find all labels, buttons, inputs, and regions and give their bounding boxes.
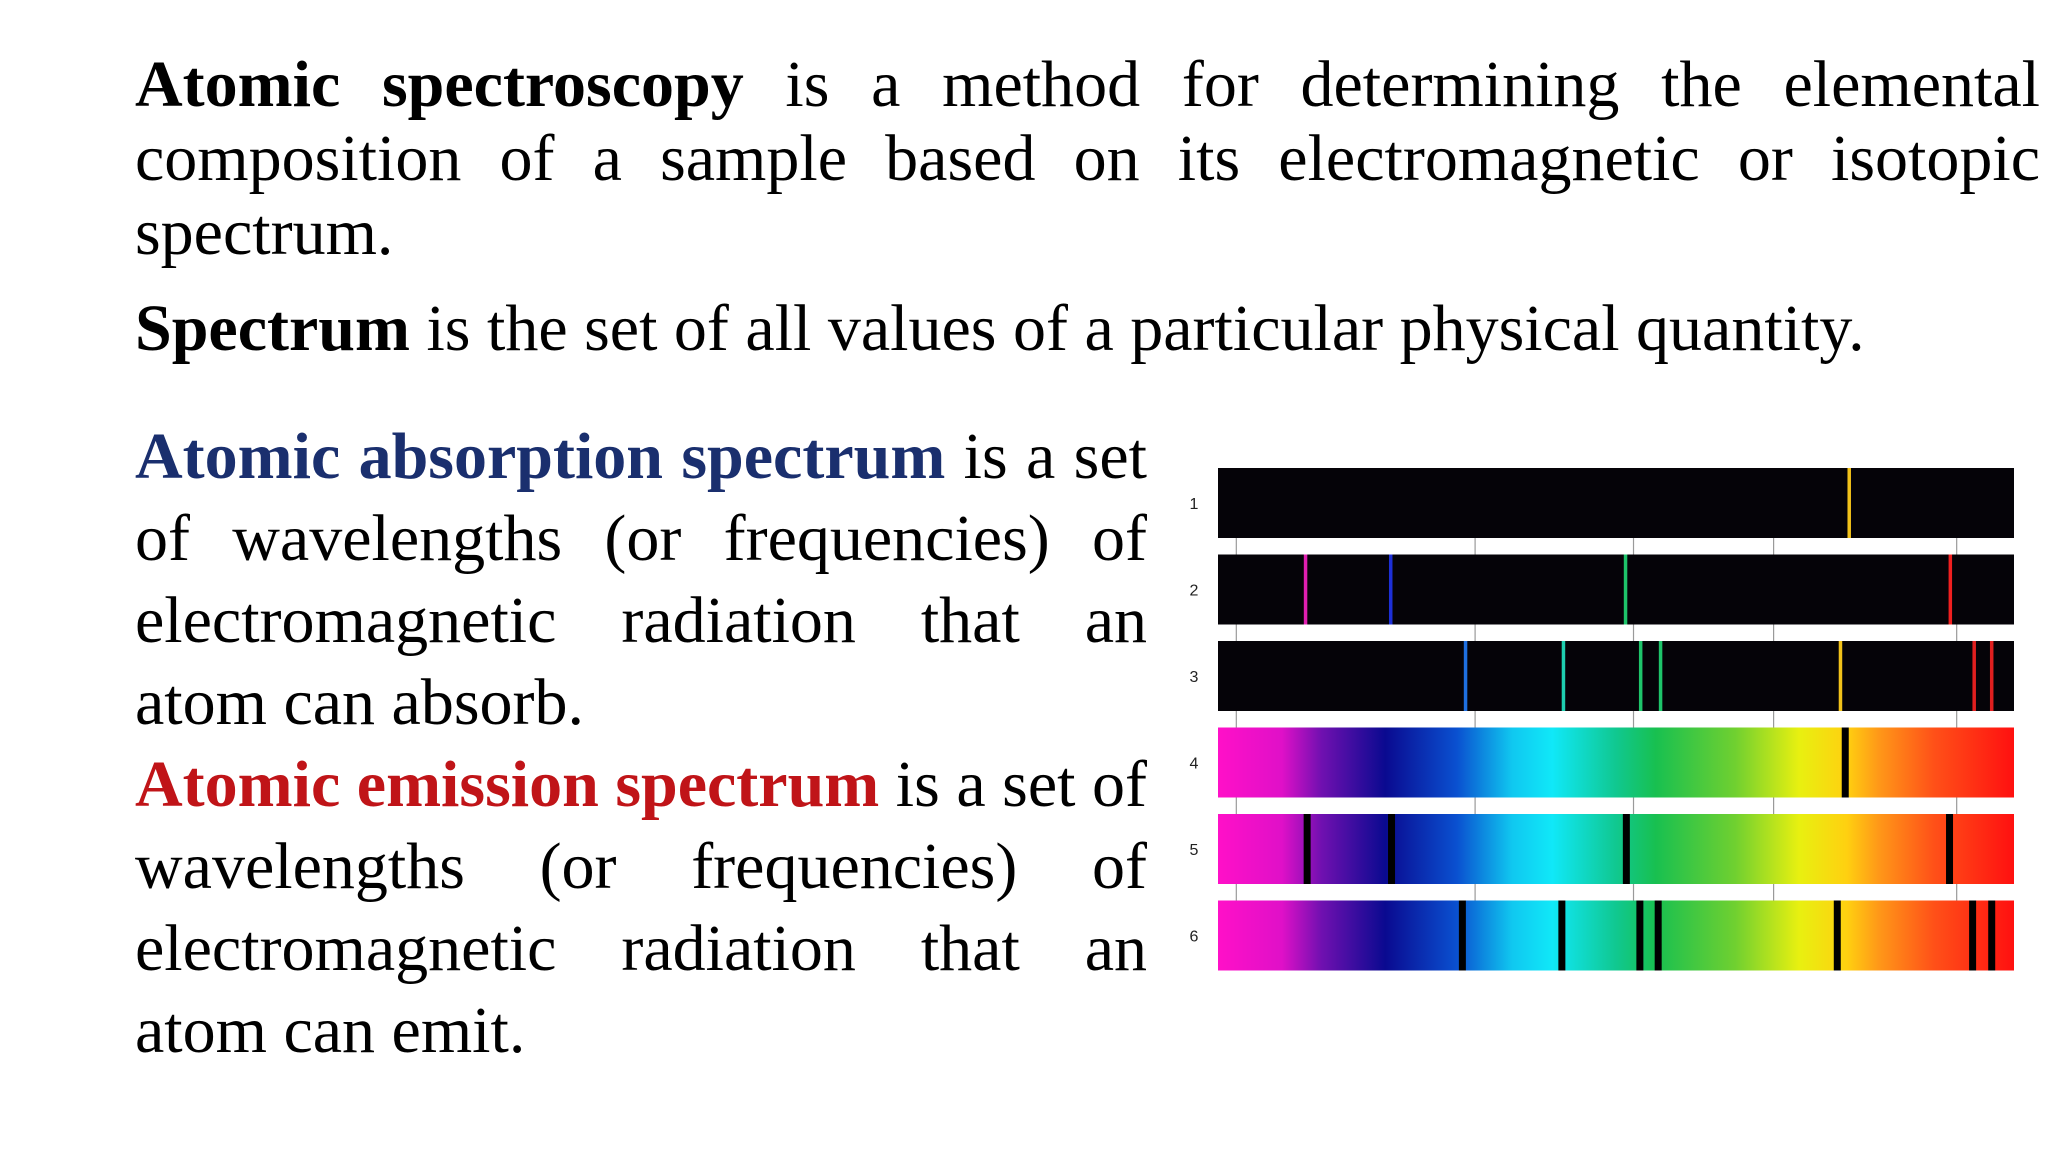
term-spectrum: Spectrum: [135, 292, 410, 365]
definition-text: is a method for determining the elementa…: [135, 48, 2041, 269]
definition-text: is the set of all values of a particular…: [409, 292, 1865, 365]
dark-spectrum-bar: [1218, 641, 2014, 711]
dark-spectrum-bar: [1218, 468, 2014, 538]
definition-atomic-spectroscopy: Atomic spectroscopy is a method for dete…: [135, 48, 2040, 270]
definition-text: is a set of wavelengths (or frequencies)…: [135, 748, 1147, 1067]
definition-emission-spectrum: Atomic emission spectrum is a set of wav…: [135, 744, 1147, 1072]
row-label: 6: [1190, 929, 1199, 946]
continuous-spectrum-bar: [1218, 727, 2014, 798]
row-label: 2: [1190, 583, 1199, 600]
spectra-figure: 1 2 3 4 5 6: [1190, 468, 2014, 971]
spectrum-row-5: 5: [1190, 814, 2014, 884]
definition-spectrum: Spectrum is the set of all values of a p…: [135, 292, 2040, 366]
spectrum-row-6: 6: [1190, 900, 2014, 971]
term-atomic-emission-spectrum: Atomic emission spectrum: [135, 748, 880, 821]
row-label: 5: [1190, 842, 1199, 859]
definition-text: is a set of wavelengths (or frequencies)…: [135, 420, 1147, 739]
spectrum-row-3: 3: [1190, 641, 2014, 711]
continuous-spectrum-bar: [1218, 900, 2014, 971]
row-label: 3: [1190, 669, 1199, 686]
spectrum-row-1: 1: [1190, 468, 2014, 538]
row-label: 4: [1190, 756, 1199, 773]
dark-spectrum-bar: [1218, 554, 2014, 625]
spectrum-row-2: 2: [1190, 554, 2014, 625]
row-label: 1: [1190, 496, 1199, 513]
term-atomic-absorption-spectrum: Atomic absorption spectrum: [135, 420, 946, 493]
term-atomic-spectroscopy: Atomic spectroscopy: [135, 48, 744, 121]
definition-absorption-spectrum: Atomic absorption spectrum is a set of w…: [135, 416, 1147, 744]
spectrum-row-4: 4: [1190, 727, 2014, 798]
continuous-spectrum-bar: [1218, 814, 2014, 884]
